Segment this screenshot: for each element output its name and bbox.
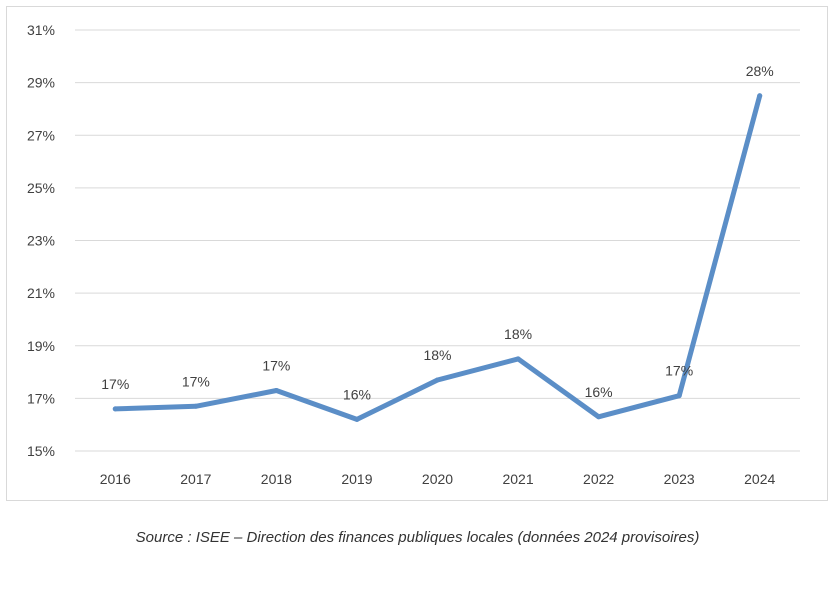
source-note: Source : ISEE – Direction des finances p… [135,529,700,546]
x-tick-label: 2017 [180,471,211,487]
data-label: 18% [504,326,532,342]
data-label: 17% [262,357,290,373]
y-tick-label: 19% [27,338,55,354]
x-tick-label: 2021 [502,471,533,487]
y-tick-label: 21% [27,285,55,301]
data-point [676,393,682,399]
y-tick-label: 17% [27,390,55,406]
y-tick-label: 25% [27,180,55,196]
x-tick-label: 2022 [583,471,614,487]
y-tick-label: 31% [27,22,55,38]
data-label: 17% [101,376,129,392]
data-point [112,406,118,412]
data-label: 18% [423,347,451,363]
data-label: 17% [182,373,210,389]
series-line [112,93,763,422]
line-chart: 15% 17% 19% 21% 23% 25% 27% 29% 31% 2016 2017 2018 2… [27,22,800,487]
x-tick-label: 2019 [341,471,372,487]
data-point [515,356,521,362]
data-point [354,416,360,422]
data-label: 16% [585,384,613,400]
x-tick-label: 2016 [100,471,131,487]
x-tick-label: 2018 [261,471,292,487]
data-label: 17% [665,363,693,379]
x-tick-label: 2020 [422,471,453,487]
data-label: 16% [343,386,371,402]
x-tick-label: 2024 [744,471,775,487]
data-point [435,377,440,383]
y-tick-label: 23% [27,233,55,249]
y-tick-label: 15% [27,443,55,459]
data-point [273,387,279,393]
y-tick-label: 27% [27,127,55,143]
x-tick-label: 2023 [664,471,695,487]
data-point [596,414,602,420]
y-tick-label: 29% [27,75,55,91]
data-label: 28% [746,63,774,79]
chart-frame [6,6,828,501]
data-point [193,403,199,409]
data-point [757,93,763,99]
